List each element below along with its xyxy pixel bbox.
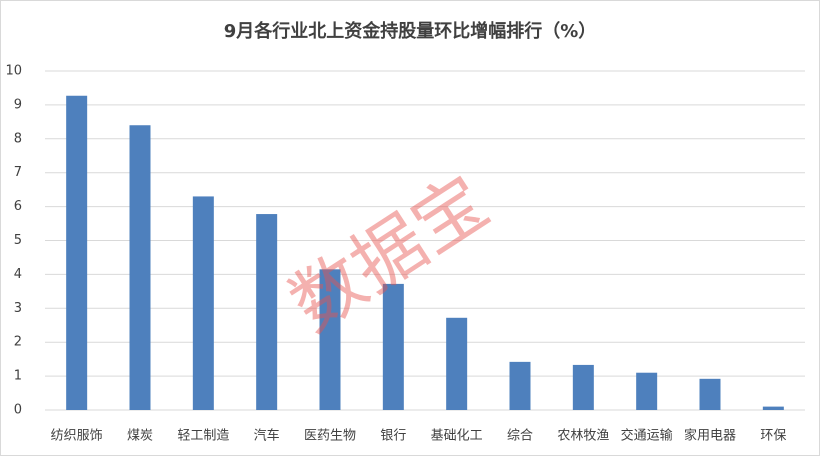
- chart-title: 9月各行业北上资金持股量环比增幅排行（%）: [224, 20, 597, 42]
- bar: [382, 283, 404, 410]
- y-tick-label: 4: [14, 267, 22, 282]
- bar: [572, 364, 594, 410]
- x-tick-label: 环保: [760, 429, 786, 444]
- y-tick-label: 6: [14, 199, 22, 214]
- y-tick-label: 0: [14, 403, 22, 418]
- y-tick-label: 2: [14, 335, 22, 350]
- y-tick-label: 5: [14, 233, 22, 248]
- bar: [636, 372, 658, 410]
- x-tick-label: 医药生物: [304, 429, 356, 444]
- bar: [192, 196, 214, 410]
- x-tick-label: 纺织服饰: [51, 429, 103, 444]
- x-tick-label: 综合: [507, 429, 533, 444]
- y-tick-label: 3: [14, 301, 22, 316]
- bar: [699, 378, 721, 410]
- x-tick-label: 汽车: [254, 428, 280, 444]
- bar: [66, 95, 88, 410]
- x-tick-label: 基础化工: [431, 429, 483, 444]
- x-tick-label: 煤炭: [127, 429, 153, 444]
- x-tick-label: 家用电器: [684, 428, 736, 444]
- x-tick-label: 轻工制造: [177, 429, 229, 444]
- y-tick-label: 8: [14, 131, 22, 146]
- x-tick-label: 银行: [380, 429, 406, 444]
- y-tick-label: 1: [14, 369, 22, 384]
- y-tick-label: 10: [5, 64, 22, 79]
- y-tick-label: 9: [14, 97, 22, 112]
- bar: [509, 361, 531, 410]
- x-tick-label: 农林牧渔: [557, 429, 609, 444]
- bar: [446, 317, 468, 410]
- x-tick-label: 交通运输: [621, 428, 673, 444]
- bar: [762, 406, 784, 410]
- bar: [129, 125, 151, 411]
- bar: [256, 214, 278, 410]
- y-tick-label: 7: [14, 165, 22, 180]
- bar: [319, 269, 341, 410]
